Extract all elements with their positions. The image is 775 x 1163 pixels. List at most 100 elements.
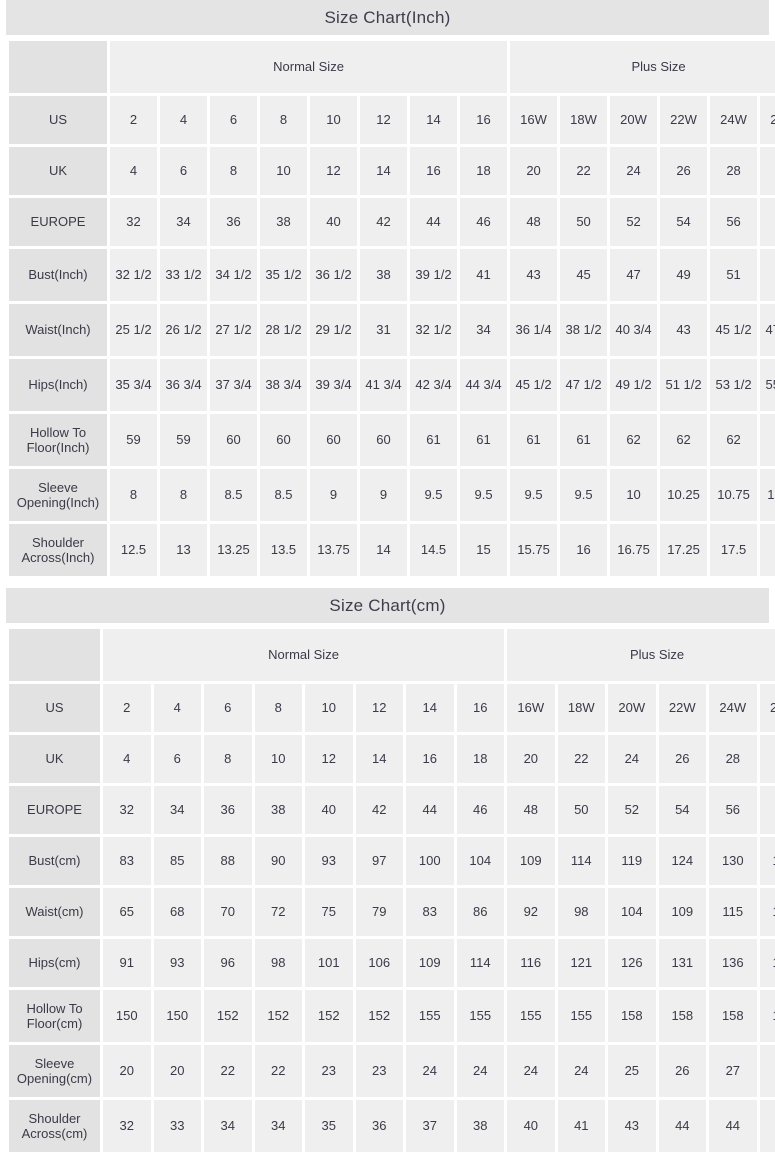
cell: 23 xyxy=(305,1045,353,1097)
cell: 28 xyxy=(710,147,758,195)
cell: 37 3/4 xyxy=(210,359,257,411)
cell: 20 xyxy=(510,147,558,195)
cell: 16 xyxy=(410,147,457,195)
cell: 62 xyxy=(610,414,658,466)
size-chart-inch-table: Normal Size Plus Size US 2 4 6 8 10 12 1… xyxy=(6,38,775,579)
row-label-hips: Hips(Inch) xyxy=(9,359,107,411)
cell: 131 xyxy=(658,939,707,987)
cell: 15 xyxy=(460,524,508,576)
table-row-hips: Hips(cm) 91 93 96 98 101 106 109 114 116… xyxy=(9,939,775,987)
cell: 44 xyxy=(658,1100,707,1152)
cell: 53 xyxy=(760,249,775,301)
cell: 26 xyxy=(658,735,707,783)
table-row-bust: Bust(cm) 83 85 88 90 93 97 100 104 109 1… xyxy=(9,837,775,885)
cell: 158 xyxy=(759,990,775,1042)
cell: 61 xyxy=(560,414,608,466)
cell: 14.5 xyxy=(410,524,457,576)
cell: 114 xyxy=(456,939,505,987)
table-row-us: US 2 4 6 8 10 12 14 16 16W 18W 20W 22W 2… xyxy=(9,684,775,732)
row-label-hips: Hips(cm) xyxy=(9,939,100,987)
cell: 50 xyxy=(560,198,608,246)
cell: 8 xyxy=(210,147,257,195)
cell: 10 xyxy=(310,96,357,144)
cell: 47 xyxy=(610,249,658,301)
cell: 65 xyxy=(103,888,151,936)
cell: 106 xyxy=(355,939,403,987)
cell: 152 xyxy=(305,990,353,1042)
cell: 83 xyxy=(103,837,151,885)
cell: 24 xyxy=(557,1045,606,1097)
cell: 27 xyxy=(709,1045,757,1097)
cell: 43 xyxy=(608,1100,656,1152)
cell: 59 xyxy=(160,414,207,466)
group-header-row: Normal Size Plus Size xyxy=(9,629,775,681)
cell: 100 xyxy=(406,837,454,885)
cell: 44 xyxy=(709,1100,757,1152)
cell: 13 xyxy=(160,524,207,576)
group-header-normal-size: Normal Size xyxy=(110,41,508,93)
group-header-plus-size: Plus Size xyxy=(510,41,775,93)
cell: 33 xyxy=(153,1100,201,1152)
cell: 6 xyxy=(153,735,201,783)
cell: 26W xyxy=(759,684,775,732)
cell: 12.5 xyxy=(110,524,157,576)
cell: 45 xyxy=(560,249,608,301)
cell: 60 xyxy=(310,414,357,466)
cell: 24W xyxy=(709,684,757,732)
cell: 41 3/4 xyxy=(360,359,407,411)
cell: 41 xyxy=(460,249,508,301)
cell: 16W xyxy=(507,684,555,732)
cell: 35 3/4 xyxy=(110,359,157,411)
cell: 38 3/4 xyxy=(260,359,307,411)
cell: 38 xyxy=(260,198,307,246)
cell: 121 xyxy=(759,888,775,936)
cell: 14 xyxy=(406,684,454,732)
cell: 61 xyxy=(410,414,457,466)
cell: 48 xyxy=(507,786,555,834)
cell: 135 xyxy=(759,837,775,885)
cell: 12 xyxy=(355,684,403,732)
cell: 152 xyxy=(204,990,252,1042)
row-label-us: US xyxy=(9,96,107,144)
cell: 8 xyxy=(254,684,302,732)
cell: 60 xyxy=(360,414,407,466)
cell: 8 xyxy=(160,469,207,521)
cell: 46 xyxy=(759,1100,775,1152)
cell: 61 xyxy=(510,414,558,466)
cell: 49 1/2 xyxy=(610,359,658,411)
cell: 79 xyxy=(355,888,403,936)
cell: 72 xyxy=(254,888,302,936)
cell: 98 xyxy=(254,939,302,987)
cell: 20W xyxy=(608,684,656,732)
cell: 9.5 xyxy=(410,469,457,521)
cell: 4 xyxy=(153,684,201,732)
table-row-uk: UK 4 6 8 10 12 14 16 18 20 22 24 26 28 3… xyxy=(9,147,775,195)
cell: 16W xyxy=(510,96,558,144)
row-label-shoulder-across: Shoulder Across(Inch) xyxy=(9,524,107,576)
row-label-bust: Bust(cm) xyxy=(9,837,100,885)
row-label-shoulder-across: Shoulder Across(cm) xyxy=(9,1100,100,1152)
cell: 9.5 xyxy=(560,469,608,521)
cell: 16 xyxy=(406,735,454,783)
cell: 47 1/2 xyxy=(760,304,775,356)
cell: 4 xyxy=(110,147,157,195)
cell: 124 xyxy=(658,837,707,885)
cell: 91 xyxy=(103,939,151,987)
cell: 24 xyxy=(456,1045,505,1097)
cell: 28 xyxy=(709,735,757,783)
cell: 38 xyxy=(254,786,302,834)
cell: 42 3/4 xyxy=(410,359,457,411)
cell: 10 xyxy=(254,735,302,783)
cell: 109 xyxy=(406,939,454,987)
cell: 32 xyxy=(103,1100,151,1152)
cell: 130 xyxy=(709,837,757,885)
cell: 32 1/2 xyxy=(110,249,157,301)
row-label-uk: UK xyxy=(9,147,107,195)
cell: 14 xyxy=(360,147,407,195)
cell: 54 xyxy=(660,198,708,246)
cell: 16 xyxy=(460,96,508,144)
cell: 26 xyxy=(658,1045,707,1097)
cell: 155 xyxy=(406,990,454,1042)
cell: 34 xyxy=(254,1100,302,1152)
cell: 10 xyxy=(305,684,353,732)
